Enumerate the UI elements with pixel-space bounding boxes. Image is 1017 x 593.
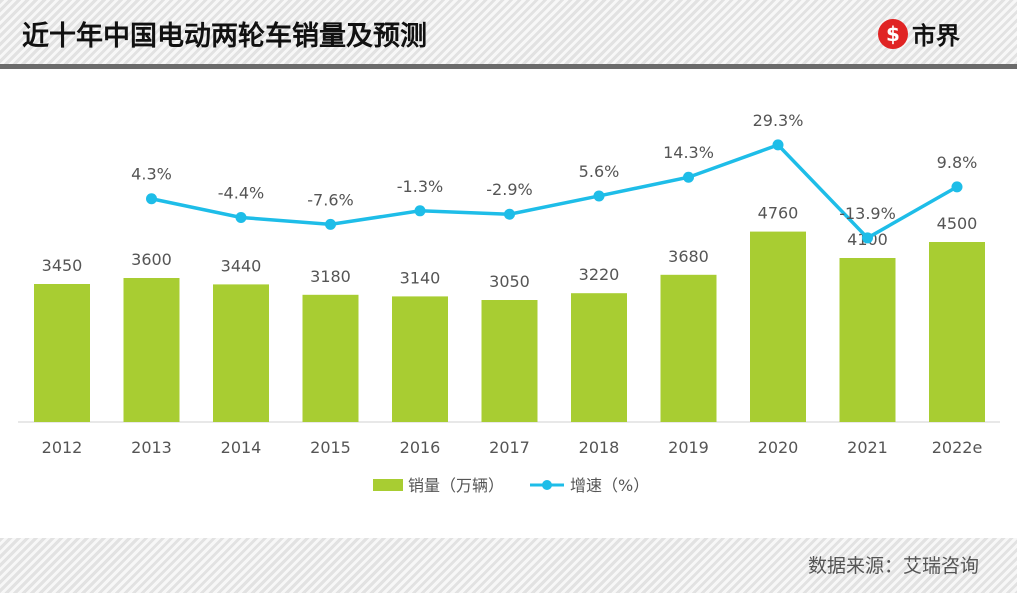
bar-label: 3450 <box>42 256 83 275</box>
bar-label: 3440 <box>221 256 262 275</box>
bar <box>571 293 627 422</box>
logo-text: 市界 <box>912 22 960 50</box>
growth-label: 29.3% <box>753 111 804 130</box>
bar <box>481 300 538 422</box>
growth-point <box>683 171 694 183</box>
x-tick-label: 2020 <box>758 438 799 457</box>
growth-label: -2.9% <box>486 180 532 199</box>
x-tick-label: 2019 <box>668 438 709 457</box>
growth-point <box>146 193 157 205</box>
x-tick-label: 2013 <box>131 438 172 457</box>
bar <box>660 274 717 422</box>
growth-point <box>772 139 784 151</box>
header-divider <box>0 64 1017 69</box>
bar <box>302 294 359 422</box>
growth-point <box>325 218 336 230</box>
growth-point <box>951 181 963 193</box>
page-title: 近十年中国电动两轮车销量及预测 <box>22 21 427 52</box>
bar <box>123 278 180 422</box>
bar <box>750 231 806 422</box>
legend-bar-swatch <box>373 479 403 491</box>
x-tick-label: 2017 <box>489 438 530 457</box>
x-tick-label: 2012 <box>42 438 83 457</box>
growth-label: -1.3% <box>397 177 443 196</box>
bar-label: 3140 <box>400 268 441 287</box>
legend-bar-label: 销量（万辆） <box>408 476 504 495</box>
header-banner: 近十年中国电动两轮车销量及预测 $ 市界 <box>0 0 1017 64</box>
growth-point <box>504 208 515 220</box>
s-circle-icon: $ <box>878 18 908 49</box>
footer-banner: 数据来源：艾瑞咨询 <box>0 538 1017 593</box>
growth-label: -7.6% <box>307 190 353 209</box>
bar <box>392 296 448 422</box>
x-tick-label: 2015 <box>310 438 351 457</box>
growth-point <box>414 205 426 217</box>
bar-label: 3680 <box>668 247 709 266</box>
growth-point <box>593 190 605 202</box>
x-tick-label: 2018 <box>579 438 620 457</box>
x-tick-label: 2021 <box>847 438 888 457</box>
bar-label: 4500 <box>937 214 978 233</box>
growth-point <box>235 211 247 223</box>
bar <box>929 242 985 422</box>
growth-label: 9.8% <box>937 153 978 172</box>
legend-line-label: 增速（%） <box>570 476 649 495</box>
growth-line <box>151 142 958 241</box>
x-tick-label: 2014 <box>221 438 262 457</box>
growth-label: -4.4% <box>218 183 264 202</box>
bar-label: 3600 <box>131 250 172 269</box>
bar-label: 3220 <box>579 265 620 284</box>
source-note: 数据来源：艾瑞咨询 <box>807 555 979 577</box>
bar <box>839 258 896 422</box>
growth-label: -13.9% <box>839 204 896 223</box>
legend-line-marker <box>542 480 552 490</box>
logo: $ 市界 <box>878 16 960 51</box>
x-tick-label: 2022e <box>932 438 983 457</box>
bar-label: 4760 <box>758 204 799 223</box>
bar-label: 3050 <box>489 272 530 291</box>
chart: 3450 2012 3600 2013 3440 2014 3180 2015 3140 2016… <box>18 111 1000 495</box>
growth-label: 4.3% <box>131 165 172 184</box>
growth-label: 14.3% <box>663 143 714 162</box>
growth-label: 5.6% <box>579 162 620 181</box>
bar-label: 3180 <box>310 267 351 286</box>
x-tick-label: 2016 <box>400 438 441 457</box>
bar <box>34 284 90 422</box>
growth-point <box>862 232 873 244</box>
bar <box>213 284 269 422</box>
